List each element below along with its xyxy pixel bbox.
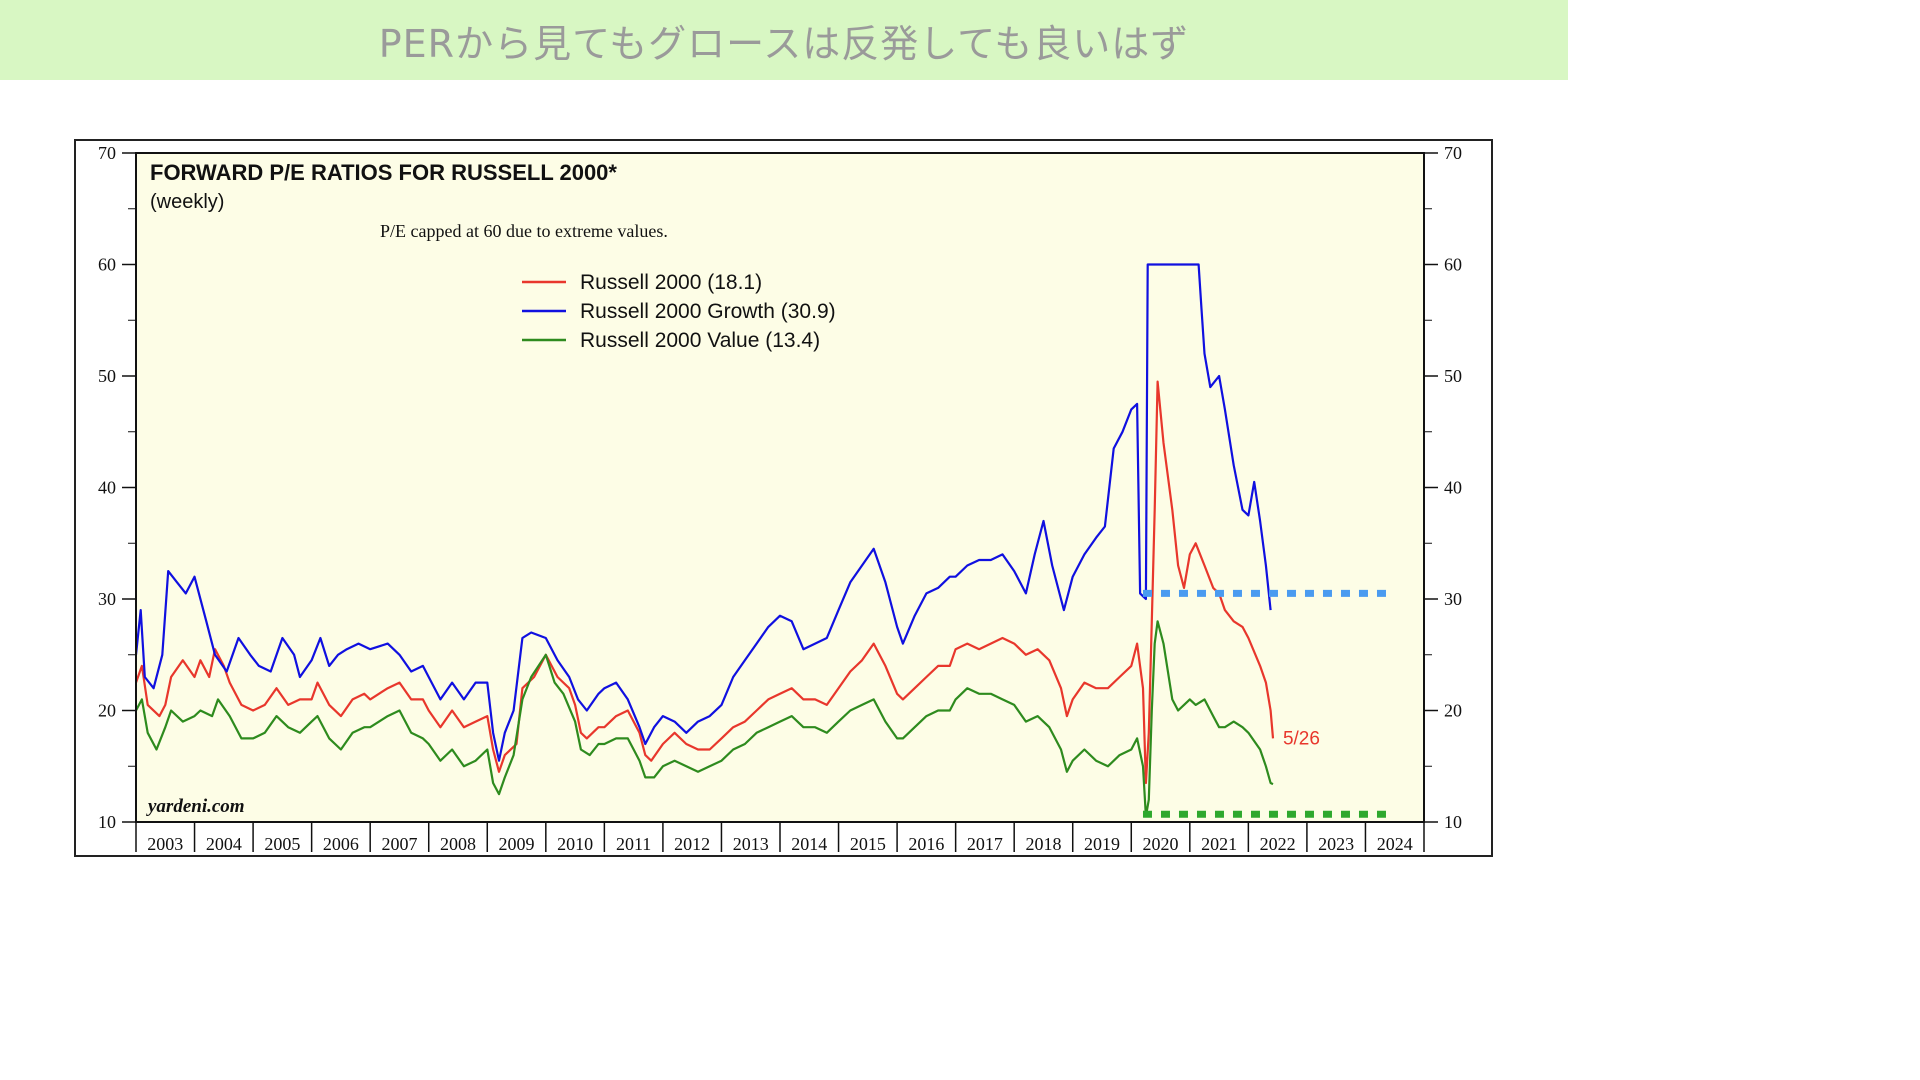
title-banner: PERから見てもグロースは反発しても良いはず bbox=[0, 0, 1568, 80]
legend-label-growth: Russell 2000 Growth (30.9) bbox=[580, 300, 836, 323]
y-tick-label-left: 60 bbox=[98, 255, 116, 275]
chart-subtitle: (weekly) bbox=[150, 191, 224, 213]
x-tick-label: 2024 bbox=[1377, 834, 1413, 854]
x-tick-label: 2006 bbox=[323, 834, 359, 854]
x-tick-label: 2008 bbox=[440, 834, 476, 854]
x-tick-label: 2021 bbox=[1201, 834, 1237, 854]
x-tick-label: 2012 bbox=[674, 834, 710, 854]
y-tick-label-right: 50 bbox=[1444, 366, 1462, 386]
x-tick-label: 2018 bbox=[1025, 834, 1061, 854]
x-tick-label: 2011 bbox=[616, 834, 651, 854]
x-tick-label: 2013 bbox=[733, 834, 769, 854]
x-tick-label: 2020 bbox=[1143, 834, 1179, 854]
plot-border bbox=[135, 152, 1425, 823]
y-tick-label-right: 60 bbox=[1444, 255, 1462, 275]
x-tick-label: 2003 bbox=[147, 834, 183, 854]
x-tick-label: 2004 bbox=[206, 834, 242, 854]
series-line-growth bbox=[134, 263, 1272, 762]
chart-note: P/E capped at 60 due to extreme values. bbox=[380, 221, 668, 241]
legend: Russell 2000 (18.1) Russell 2000 Growth (… bbox=[522, 271, 836, 352]
x-tick-label: 2014 bbox=[791, 834, 827, 854]
series-layer bbox=[134, 263, 1275, 818]
series-line-russell2000 bbox=[134, 380, 1275, 785]
x-tick-label: 2015 bbox=[850, 834, 886, 854]
x-tick-label: 2007 bbox=[381, 834, 417, 854]
x-tick-label: 2023 bbox=[1318, 834, 1354, 854]
chart-title: FORWARD P/E RATIOS FOR RUSSELL 2000* bbox=[150, 160, 617, 185]
y-tick-label-left: 40 bbox=[98, 478, 116, 498]
x-tick-label: 2022 bbox=[1260, 834, 1296, 854]
x-tick-label: 2005 bbox=[264, 834, 300, 854]
y-tick-label-left: 10 bbox=[98, 812, 116, 832]
x-tick-label: 2010 bbox=[557, 834, 593, 854]
series-line-value bbox=[135, 620, 1274, 818]
y-tick-label-right: 40 bbox=[1444, 478, 1462, 498]
y-tick-label-right: 20 bbox=[1444, 701, 1462, 721]
legend-label-russell2000: Russell 2000 (18.1) bbox=[580, 271, 762, 294]
y-tick-label-left: 30 bbox=[98, 589, 116, 609]
y-tick-label-left: 50 bbox=[98, 366, 116, 386]
y-tick-label-left: 70 bbox=[98, 143, 116, 163]
x-tick-label: 2017 bbox=[967, 834, 1003, 854]
source-label: yardeni.com bbox=[146, 796, 245, 817]
legend-label-value: Russell 2000 Value (13.4) bbox=[580, 329, 820, 352]
y-tick-label-right: 70 bbox=[1444, 143, 1462, 163]
y-tick-label-left: 20 bbox=[98, 701, 116, 721]
x-tick-label: 2016 bbox=[908, 834, 944, 854]
x-tick-label: 2019 bbox=[1084, 834, 1120, 854]
y-tick-label-right: 30 bbox=[1444, 589, 1462, 609]
end-date-label: 5/26 bbox=[1283, 728, 1320, 749]
x-tick-label: 2009 bbox=[499, 834, 535, 854]
reference-lines bbox=[1142, 589, 1395, 818]
y-tick-label-right: 10 bbox=[1444, 812, 1462, 832]
banner-title: PERから見てもグロースは反発しても良いはず bbox=[378, 21, 1190, 66]
